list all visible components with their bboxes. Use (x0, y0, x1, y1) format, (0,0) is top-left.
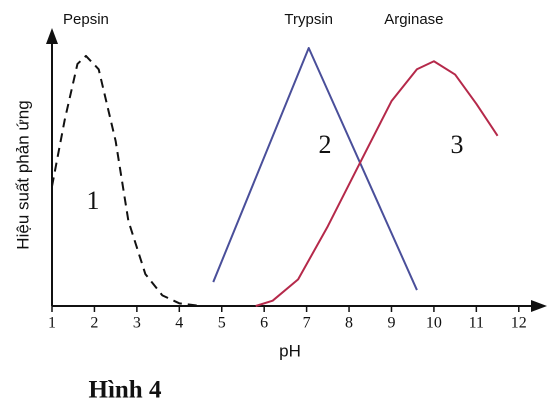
series-label: Trypsin (284, 11, 333, 28)
annotation: 1 (87, 186, 100, 215)
curve (51, 54, 201, 307)
series-label: Pepsin (63, 11, 109, 28)
x-tick-label: 3 (133, 315, 141, 332)
y-arrow (46, 28, 58, 44)
x-tick-label: 12 (511, 315, 527, 332)
y-axis-label: Hiệu suất phản ứng (13, 100, 32, 249)
curve (212, 46, 418, 291)
series-label: Arginase (384, 11, 443, 28)
x-tick-label: 7 (303, 315, 311, 332)
x-tick-label: 9 (387, 315, 395, 332)
x-tick-label: 1 (48, 315, 56, 332)
caption: Hình 4 (89, 377, 162, 404)
x-tick-label: 6 (260, 315, 268, 332)
x-tick-label: 8 (345, 315, 353, 332)
x-tick-label: 5 (218, 315, 226, 332)
annotation: 3 (451, 130, 464, 159)
x-tick-label: 2 (90, 315, 98, 332)
annotation: 2 (319, 130, 332, 159)
x-tick-label: 11 (469, 315, 484, 332)
x-tick-label: 4 (175, 315, 183, 332)
curve (255, 60, 499, 307)
x-arrow (531, 300, 547, 312)
x-tick-label: 10 (426, 315, 442, 332)
x-axis-label: pH (279, 341, 301, 360)
